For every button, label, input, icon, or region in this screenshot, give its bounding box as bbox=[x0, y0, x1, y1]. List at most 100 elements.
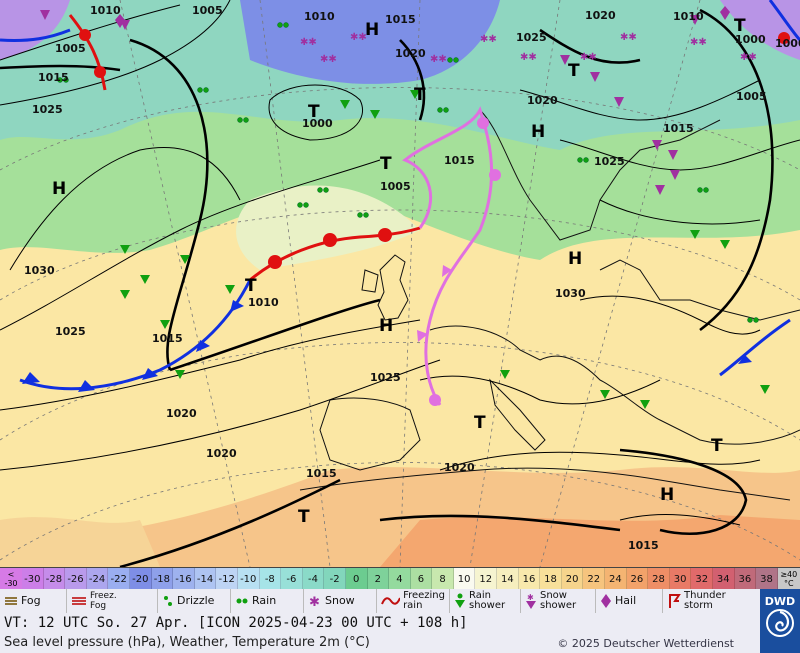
svg-text:✱: ✱ bbox=[309, 595, 320, 608]
colorbar-cell: -30 bbox=[22, 568, 44, 590]
colorbar-cell: 30 bbox=[669, 568, 692, 590]
dwd-logo: DWD bbox=[760, 589, 800, 653]
rain-shower-icon bbox=[455, 593, 465, 608]
temperature-colorbar: < -30 -30 -28 -26 -24 -22 -20 -18 -16 -1… bbox=[0, 567, 800, 591]
colorbar-cell: -18 bbox=[151, 568, 174, 590]
legend-rain: Rain bbox=[231, 589, 304, 613]
hail-icon bbox=[601, 594, 611, 608]
colorbar-cell: 20 bbox=[561, 568, 584, 590]
warm-front-atlantic bbox=[249, 226, 421, 282]
svg-text:✱✱: ✱✱ bbox=[620, 32, 637, 43]
coastlines bbox=[299, 109, 800, 501]
svg-text:✱✱: ✱✱ bbox=[300, 37, 317, 48]
colorbar-cell: 14 bbox=[497, 568, 519, 590]
pressure-center: T bbox=[298, 507, 310, 527]
colorbar-cell: -8 bbox=[259, 568, 282, 590]
pressure-label: 1025 bbox=[594, 155, 625, 168]
snow-symbols: ✱✱✱✱ ✱✱✱✱ ✱✱✱✱ ✱✱✱✱ ✱✱✱✱ bbox=[300, 32, 757, 65]
colorbar-cell: 12 bbox=[475, 568, 498, 590]
pressure-center: H bbox=[52, 179, 66, 199]
legend-hail: Hail bbox=[596, 589, 663, 613]
pressure-label: 1005 bbox=[736, 90, 767, 103]
pressure-center: T bbox=[308, 102, 320, 122]
colorbar-low-edge: < -30 bbox=[0, 568, 22, 590]
pressure-label: 1005 bbox=[192, 4, 223, 17]
pressure-label: 1000 bbox=[735, 33, 766, 46]
hail-symbols bbox=[115, 6, 730, 28]
pressure-label: 1000 bbox=[775, 37, 800, 50]
pressure-label: 1015 bbox=[385, 13, 416, 26]
graticule bbox=[0, 0, 800, 567]
colorbar-cell: 18 bbox=[540, 568, 562, 590]
fog-icon bbox=[5, 597, 17, 605]
pressure-center: T bbox=[414, 85, 426, 105]
pressure-center: H bbox=[568, 249, 582, 269]
pressure-label: 1025 bbox=[32, 103, 63, 116]
rain-shower-symbols bbox=[120, 90, 770, 409]
svg-text:✱✱: ✱✱ bbox=[520, 52, 537, 63]
colorbar-cell: 22 bbox=[583, 568, 606, 590]
pressure-label: 1015 bbox=[306, 467, 337, 480]
pressure-center: T bbox=[568, 61, 580, 81]
pressure-label: 1000 bbox=[302, 117, 333, 130]
pressure-label: 1020 bbox=[166, 407, 197, 420]
pressure-label: 1020 bbox=[527, 94, 558, 107]
svg-text:✱✱: ✱✱ bbox=[430, 54, 447, 65]
colorbar-cell: 36 bbox=[734, 568, 757, 590]
pressure-center: T bbox=[711, 436, 723, 456]
pressure-label: 1030 bbox=[555, 287, 586, 300]
colorbar-cell: 8 bbox=[432, 568, 454, 590]
pressure-center: T bbox=[474, 413, 486, 433]
snow-icon: ✱ bbox=[309, 595, 320, 608]
colorbar-cell: -10 bbox=[237, 568, 260, 590]
pressure-label: 1030 bbox=[24, 264, 55, 277]
pressure-label: 1010 bbox=[90, 4, 121, 17]
pressure-label: 1005 bbox=[380, 180, 411, 193]
pressure-center: T bbox=[380, 154, 392, 174]
svg-text:✱✱: ✱✱ bbox=[350, 32, 367, 43]
colorbar-cell: 2 bbox=[367, 568, 390, 590]
colorbar-cell: 28 bbox=[648, 568, 670, 590]
pressure-label: 1015 bbox=[152, 332, 183, 345]
colorbar-high-edge: ≥40 °C bbox=[777, 568, 800, 590]
temperature-field bbox=[0, 0, 800, 567]
colorbar-cell: -28 bbox=[43, 568, 66, 590]
pressure-center: H bbox=[660, 485, 674, 505]
colorbar-cell: -26 bbox=[65, 568, 87, 590]
pressure-label: 1010 bbox=[304, 10, 335, 23]
svg-text:✱✱: ✱✱ bbox=[480, 34, 497, 45]
colorbar-cell: 24 bbox=[605, 568, 627, 590]
svg-text:✱: ✱ bbox=[527, 593, 534, 602]
legend-freezing-fog: Freez. Fog bbox=[67, 589, 158, 613]
pressure-label: 1020 bbox=[585, 9, 616, 22]
chart-footer: VT: 12 UTC So. 27 Apr. [ICON 2025-04-23 … bbox=[0, 613, 760, 653]
isobars-bold bbox=[0, 8, 774, 567]
pressure-label: 1015 bbox=[38, 71, 69, 84]
front-northwest bbox=[0, 14, 107, 91]
colorbar-cell: 0 bbox=[345, 568, 368, 590]
colorbar-cell: -16 bbox=[173, 568, 195, 590]
pressure-center: T bbox=[245, 276, 257, 296]
drizzle-icon bbox=[164, 596, 172, 606]
weather-map: ✱✱✱✱ ✱✱✱✱ ✱✱✱✱ ✱✱✱✱ ✱✱✱✱ 1010 1005 1005 … bbox=[0, 0, 800, 567]
colorbar-cell: -20 bbox=[129, 568, 152, 590]
rain-symbols bbox=[57, 22, 759, 323]
pressure-label: 1015 bbox=[663, 122, 694, 135]
pressure-center: T bbox=[734, 16, 746, 36]
pressure-label: 1015 bbox=[444, 154, 475, 167]
weather-legend: Fog Freez. Fog Drizzle Rain ✱ Snow Freez… bbox=[0, 589, 800, 614]
valid-time: VT: 12 UTC So. 27 Apr. [ICON 2025-04-23 … bbox=[4, 615, 468, 631]
colorbar-cell: 34 bbox=[713, 568, 735, 590]
pressure-label: 1020 bbox=[395, 47, 426, 60]
pressure-label: 1020 bbox=[444, 461, 475, 474]
colorbar-cell: -14 bbox=[194, 568, 217, 590]
pressure-label: 1025 bbox=[370, 371, 401, 384]
colorbar-cell: -22 bbox=[108, 568, 130, 590]
legend-rain-shower: Rain shower bbox=[450, 589, 521, 613]
snow-shower-symbols bbox=[40, 10, 700, 195]
cold-front-west bbox=[19, 279, 252, 392]
pressure-center: H bbox=[365, 20, 379, 40]
pressure-label: 1025 bbox=[55, 325, 86, 338]
colorbar-cell: 26 bbox=[626, 568, 649, 590]
